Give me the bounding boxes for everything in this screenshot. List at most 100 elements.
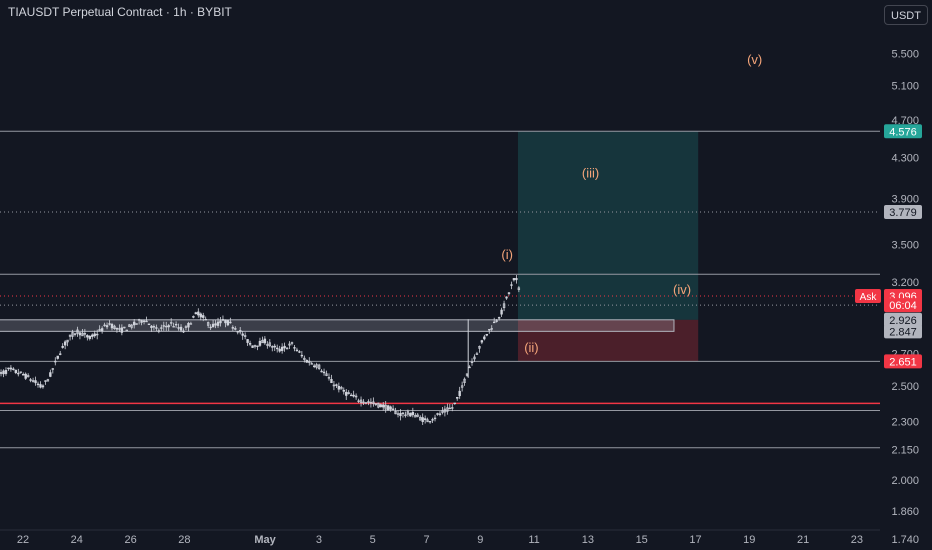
candle-body [174, 323, 178, 326]
candle-body [7, 367, 10, 370]
price-label-bg [884, 298, 922, 313]
candle-body [41, 385, 45, 388]
candle-body [406, 411, 410, 415]
candle-body [505, 296, 508, 299]
y-tick-label: 2.300 [891, 416, 919, 428]
candle-body [206, 322, 210, 326]
candle-body [391, 408, 395, 410]
candle-body [226, 320, 230, 326]
candle-body [54, 360, 57, 363]
candle-body [448, 407, 452, 410]
candle-body [169, 322, 173, 324]
candle-body [209, 326, 212, 329]
y-tick-label: 1.740 [891, 534, 919, 546]
candle-body [73, 333, 77, 335]
candle-body [256, 345, 259, 347]
candle-body [172, 326, 175, 328]
price-label-bg [884, 312, 922, 327]
candle-body [468, 366, 471, 369]
candle-body [517, 287, 521, 290]
candle-body [46, 379, 50, 382]
candle-body [492, 321, 496, 324]
candle-body [95, 333, 99, 336]
candle-body [478, 346, 481, 349]
candle-body [414, 415, 417, 418]
candle-body [374, 403, 378, 405]
candle-body [515, 278, 518, 281]
candle-body [488, 328, 491, 331]
candle-body [354, 395, 358, 398]
candle-body [49, 372, 52, 377]
x-tick-label: 26 [124, 534, 136, 546]
candle-body [120, 327, 124, 333]
candle-body [123, 326, 126, 329]
y-tick-label: 2.500 [891, 381, 919, 393]
candle-body [453, 402, 456, 405]
candle-body [145, 320, 148, 323]
candle-body [372, 401, 375, 405]
candle-body [340, 386, 343, 390]
candle-body [369, 401, 373, 404]
candle-body [458, 390, 461, 397]
candle-body [91, 334, 94, 337]
candle-body [216, 321, 220, 326]
candle-body [396, 413, 400, 415]
wave-label: (v) [747, 52, 762, 67]
x-tick-label: 11 [528, 534, 539, 546]
x-tick-label: 13 [582, 534, 594, 546]
candle-body [9, 367, 13, 370]
candle-body [160, 327, 163, 329]
price-label-bg [884, 124, 922, 139]
candle-body [362, 401, 365, 404]
candle-body [39, 384, 42, 388]
loss-zone [517, 319, 699, 362]
candle-body [110, 323, 114, 329]
candle-body [261, 339, 264, 344]
candle-body [401, 412, 405, 415]
candle-body [239, 330, 242, 333]
candle-body [214, 323, 217, 326]
candle-body [497, 317, 501, 319]
y-tick-label: 5.100 [891, 81, 919, 93]
currency-button[interactable]: USDT [884, 5, 928, 25]
candle-body [167, 325, 170, 328]
candle-body [202, 315, 205, 318]
x-tick-label: 21 [797, 534, 809, 546]
candle-body [31, 380, 35, 382]
candle-body [507, 292, 511, 294]
candle-body [132, 321, 136, 326]
candle-body [446, 407, 449, 412]
candle-body [98, 329, 101, 331]
candle-body [460, 385, 464, 388]
candle-body [142, 320, 146, 323]
price-label: 4.576 [884, 124, 922, 139]
candle-body [303, 357, 306, 360]
candle-body [4, 370, 8, 374]
candle-body [384, 404, 387, 410]
candle-body [419, 416, 422, 421]
price-label-text: 4.576 [889, 126, 917, 138]
candle-body [512, 278, 516, 281]
price-label-text: 2.847 [889, 326, 917, 338]
candle-body [342, 389, 345, 392]
candle-body [115, 327, 119, 330]
candle-body [443, 408, 447, 413]
candle-body [485, 333, 489, 336]
candle-body [335, 384, 338, 386]
candle-body [285, 347, 289, 350]
x-tick-label: 7 [423, 534, 429, 546]
candle-body [86, 335, 89, 338]
candle-body [243, 335, 247, 337]
candle-body [510, 284, 513, 286]
candle-body [258, 340, 262, 346]
candle-body [241, 333, 244, 336]
candle-body [421, 417, 424, 422]
candle-body [246, 339, 249, 343]
candle-body [71, 332, 74, 337]
candle-body [44, 380, 47, 382]
candle-body [61, 345, 64, 348]
candle-body [364, 402, 368, 404]
candle-body [59, 353, 62, 355]
